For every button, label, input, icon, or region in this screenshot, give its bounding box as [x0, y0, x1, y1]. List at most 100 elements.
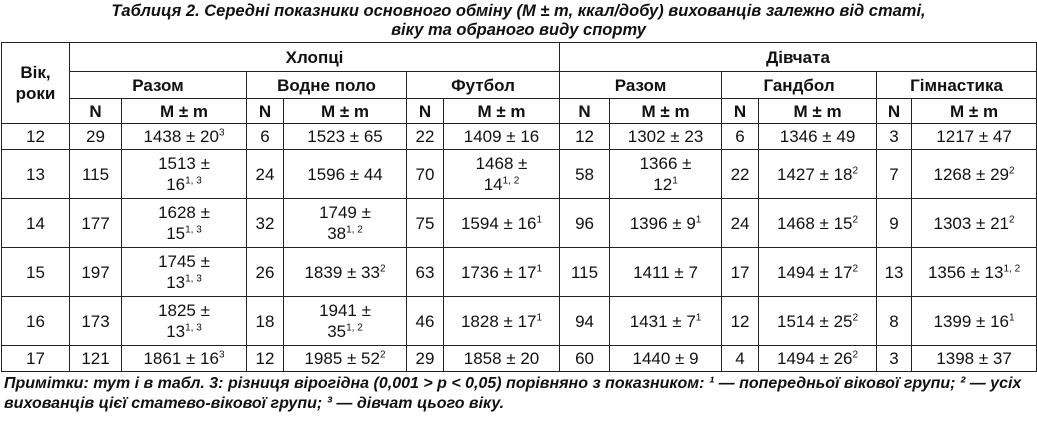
mean-cell: 1523 ± 65 [283, 123, 407, 150]
cell-text: 1438 ± 20 [143, 127, 219, 146]
cell-content: 1468 ± 141, 2 [471, 153, 533, 195]
n-cell: 94 [559, 296, 611, 346]
footnote-mark: 2 [1009, 213, 1015, 225]
n-cell: 70 [406, 149, 444, 199]
mean-cell: 1427 ± 182 [758, 149, 878, 199]
n-cell: 121 [69, 345, 122, 372]
mean-cell: 1409 ± 16 [442, 123, 561, 150]
n-cell: 3 [876, 345, 913, 372]
mean-cell: 1356 ± 131, 2 [911, 247, 1037, 297]
subgroup-header: Гімнастика [876, 71, 1037, 99]
mean-header: M ± m [442, 98, 561, 124]
footnote-mark: 2 [852, 311, 859, 323]
cell-text: 1303 ± 21 [933, 213, 1010, 233]
cell-text: 1736 ± 17 [460, 262, 537, 282]
footnote-mark: 2 [852, 349, 859, 361]
footnote-mark: 1, 2 [346, 322, 363, 334]
age-cell: 15 [1, 247, 70, 297]
mean-cell: 1594 ± 161 [442, 198, 561, 248]
n-cell: 3 [876, 123, 913, 150]
n-cell: 60 [559, 345, 611, 372]
table-row: 12 29 1438 ± 203 6 1523 ± 65 22 1409 ± 16 12 130… [1, 123, 1037, 150]
cell-content: 1736 ± 171 [461, 263, 542, 282]
footnote-mark: 1, 3 [185, 273, 202, 285]
footnote-mark: 3 [218, 127, 225, 139]
mean-cell: 1736 ± 171 [442, 247, 561, 297]
footnote-mark: 2 [852, 213, 859, 225]
n-cell: 22 [406, 123, 444, 150]
n-cell: 29 [69, 123, 122, 150]
footnote-mark: 1 [695, 213, 702, 225]
footnote-mark: 1 [536, 262, 543, 274]
cell-text: 1941 ± 35 [319, 301, 371, 341]
n-cell: 4 [721, 345, 760, 372]
footnote-mark: 2 [379, 349, 386, 361]
footnote-mark: 1 [536, 213, 543, 225]
n-cell: 197 [69, 247, 122, 297]
mean-cell: 1346 ± 49 [758, 123, 878, 150]
footnote-mark: 1, 3 [185, 175, 202, 187]
n-cell: 96 [559, 198, 611, 248]
n-cell: 18 [246, 296, 284, 346]
footnote-mark: 1 [672, 175, 678, 187]
mean-cell: 1396 ± 91 [609, 198, 723, 248]
n-header: N [876, 98, 913, 124]
cell-content: 1839 ± 332 [304, 263, 385, 282]
cell-text: 1396 ± 9 [629, 213, 696, 233]
table-row: 15 197 1745 ± 131, 3 26 1839 ± 332 63 1736 ± 1… [1, 247, 1037, 297]
n-cell: 12 [559, 123, 611, 150]
cell-text: 1828 ± 17 [460, 311, 537, 331]
footnote-mark: 1 [1009, 311, 1015, 323]
cell-text: 1268 ± 29 [933, 164, 1010, 184]
cell-content: 1514 ± 252 [777, 312, 858, 331]
cell-content: 1861 ± 163 [143, 349, 224, 368]
cell-text: 1494 ± 26 [776, 349, 853, 368]
cell-content: 1431 ± 71 [630, 312, 702, 331]
mean-cell: 1513 ± 161, 3 [121, 149, 247, 199]
mean-cell: 1749 ± 381, 2 [283, 198, 407, 248]
cell-content: 1399 ± 161 [934, 312, 1015, 331]
cell-text: 1468 ± 15 [776, 213, 853, 233]
mean-cell: 1431 ± 71 [609, 296, 723, 346]
cell-content: 1427 ± 182 [777, 165, 858, 184]
mean-cell: 1398 ± 37 [911, 345, 1037, 372]
n-cell: 29 [406, 345, 444, 372]
mean-cell: 1514 ± 252 [758, 296, 878, 346]
cell-text: 1431 ± 7 [629, 311, 696, 331]
mean-cell: 1468 ± 152 [758, 198, 878, 248]
mean-header: M ± m [283, 98, 407, 124]
cell-content: 1356 ± 131, 2 [928, 263, 1020, 282]
mean-cell: 1366 ± 121 [609, 149, 723, 199]
mean-cell: 1302 ± 23 [609, 123, 723, 150]
subgroup-header: Гандбол [721, 71, 878, 99]
n-header: N [69, 98, 122, 124]
footnote-mark: 2 [852, 262, 859, 274]
subgroup-header: Разом [69, 71, 247, 99]
n-cell: 173 [69, 296, 122, 346]
mean-cell: 1303 ± 212 [911, 198, 1037, 248]
cell-content: 1513 ± 161, 3 [153, 153, 215, 195]
mean-cell: 1941 ± 351, 2 [283, 296, 407, 346]
cell-text: 1839 ± 33 [304, 262, 380, 282]
n-cell: 12 [721, 296, 760, 346]
cell-text: 1399 ± 16 [933, 311, 1010, 331]
mean-cell: 1440 ± 9 [609, 345, 723, 372]
n-cell: 46 [406, 296, 444, 346]
cell-text: 1628 ± 15 [158, 203, 210, 243]
mean-cell: 1839 ± 332 [283, 247, 407, 297]
cell-text: 1749 ± 38 [319, 203, 371, 243]
table-row: 17 121 1861 ± 163 12 1985 ± 522 29 1858 ± 20 60… [1, 345, 1037, 372]
n-cell: 58 [559, 149, 611, 199]
mean-header: M ± m [609, 98, 723, 124]
subgroup-header: Разом [559, 71, 723, 99]
n-header: N [559, 98, 611, 124]
mean-cell: 1494 ± 172 [758, 247, 878, 297]
mean-cell: 1494 ± 262 [758, 345, 878, 372]
n-cell: 22 [721, 149, 760, 199]
subgroup-header: Водне поло [246, 71, 407, 99]
cell-content: 1749 ± 381, 2 [314, 202, 376, 244]
cell-content: 1825 ± 131, 3 [153, 300, 215, 342]
footnote-mark: 2 [379, 262, 386, 274]
table-notes: Примітки: тут і в табл. 3: різниця вірог… [4, 375, 1022, 412]
mean-cell: 1628 ± 151, 3 [121, 198, 247, 248]
